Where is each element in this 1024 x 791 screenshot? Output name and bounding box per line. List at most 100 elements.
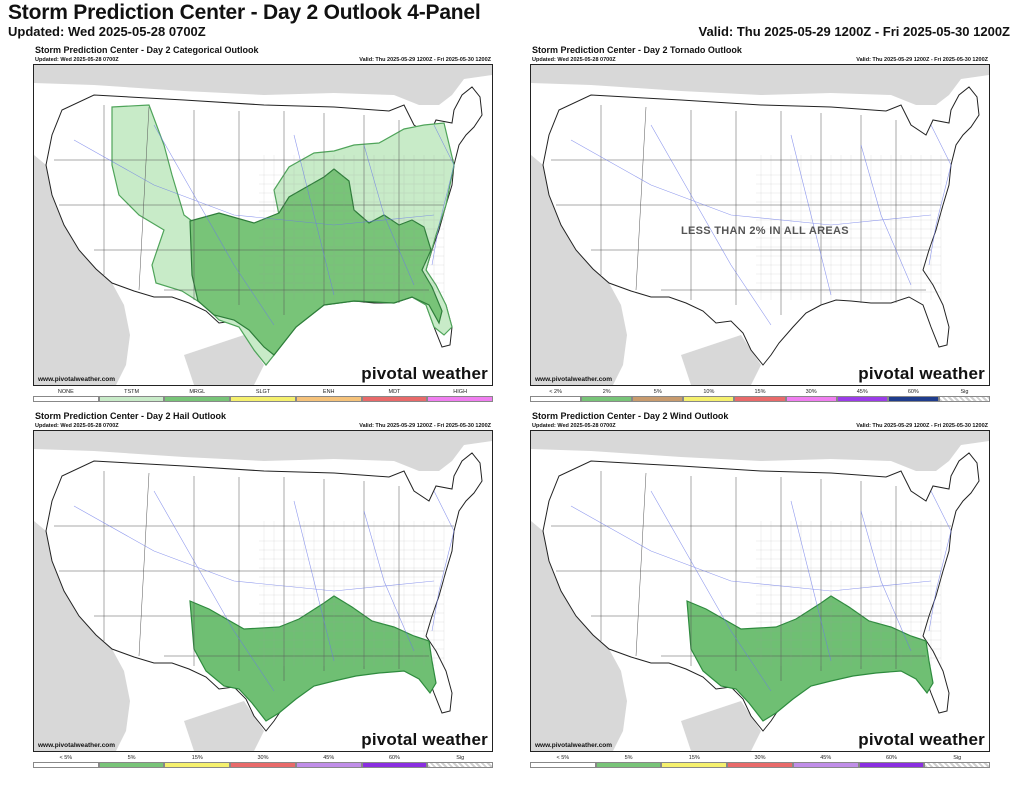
legend-label: 15%	[688, 755, 700, 761]
legend-item: Sig	[427, 755, 494, 771]
categorical-map[interactable]: www.pivotalweather.com pivotal weather	[33, 64, 493, 386]
legend-item: 10%	[683, 389, 735, 405]
highways	[570, 124, 952, 326]
panel-valid: Valid: Thu 2025-05-29 1200Z - Fri 2025-0…	[856, 423, 988, 429]
legend-item: 5%	[632, 389, 684, 405]
mexico-land	[531, 155, 627, 385]
legend-label: 45%	[856, 389, 868, 395]
hail-5pct-area	[189, 595, 437, 722]
highway	[431, 490, 455, 632]
legend-swatch	[632, 396, 684, 402]
highway	[650, 490, 772, 692]
legend-label: ENH	[322, 389, 335, 395]
highways	[73, 490, 455, 692]
legend-swatch	[938, 396, 990, 402]
legend: < 5% 5% 15% 30% 45% 60% Sig	[33, 755, 494, 771]
panel-valid: Valid: Thu 2025-05-29 1200Z - Fri 2025-0…	[359, 423, 491, 429]
legend-swatch	[33, 762, 99, 768]
legend: < 5% 5% 15% 30% 45% 60% Sig	[530, 755, 991, 771]
brand-logo: pivotal weather	[361, 730, 488, 750]
categorical-panel: Storm Prediction Center - Day 2 Categori…	[33, 45, 494, 409]
tornado-map[interactable]: LESS THAN 2% IN ALL AREAS www.pivotalwea…	[530, 64, 990, 386]
legend-label: MDT	[388, 389, 401, 395]
page-updated: Updated: Wed 2025-05-28 0700Z	[8, 24, 206, 39]
legend-item: SLGT	[230, 389, 296, 405]
mexico-land	[681, 335, 761, 385]
legend-item: HIGH	[427, 389, 494, 405]
legend-label: 5%	[127, 755, 136, 761]
legend: NONE TSTM MRGL SLGT ENH MDT HIGH	[33, 389, 494, 405]
state-border	[635, 472, 647, 657]
legend-item: 30%	[727, 755, 793, 771]
legend-swatch	[361, 762, 428, 768]
panel-title: Storm Prediction Center - Day 2 Hail Out…	[35, 411, 227, 421]
legend-item: 45%	[792, 755, 859, 771]
legend-swatch	[792, 762, 859, 768]
legend-swatch	[734, 396, 786, 402]
canada-land	[34, 431, 492, 471]
panel-title: Storm Prediction Center - Day 2 Tornado …	[532, 45, 742, 55]
mexico-land	[184, 335, 264, 385]
wind-map[interactable]: www.pivotalweather.com pivotal weather	[530, 430, 990, 752]
highway	[928, 124, 952, 266]
legend-item: MRGL	[164, 389, 231, 405]
highway	[73, 139, 435, 226]
legend-label: 10%	[703, 389, 715, 395]
highway	[153, 490, 275, 692]
highways	[570, 490, 952, 692]
legend-swatch	[427, 396, 494, 402]
legend-item: < 5%	[33, 755, 99, 771]
legend-swatch	[727, 762, 793, 768]
legend-label: 60%	[388, 755, 400, 761]
legend-label: Sig	[953, 755, 962, 761]
highway	[650, 124, 772, 326]
legend-label: MRGL	[189, 389, 206, 395]
legend-swatch	[858, 762, 925, 768]
legend-label: SLGT	[255, 389, 271, 395]
legend-swatch	[164, 396, 231, 402]
county-borders	[756, 521, 942, 666]
legend-swatch	[295, 762, 362, 768]
highway	[293, 500, 335, 662]
panel-updated: Updated: Wed 2025-05-28 0700Z	[532, 423, 616, 429]
highway	[363, 510, 415, 652]
legend: < 2% 2% 5% 10% 15% 30% 45% 60% Sig	[530, 389, 990, 405]
legend-label: 45%	[820, 755, 832, 761]
legend-item: < 5%	[530, 755, 596, 771]
highway	[570, 505, 932, 592]
legend-item: 45%	[295, 755, 362, 771]
brand-text: pivotal weather	[361, 730, 488, 749]
highway	[153, 124, 275, 326]
legend-swatch	[230, 396, 296, 402]
legend-item: 5%	[595, 755, 662, 771]
mexico-land	[184, 701, 264, 751]
legend-item: 60%	[858, 755, 925, 771]
highway	[293, 134, 335, 296]
hail-map[interactable]: www.pivotalweather.com pivotal weather	[33, 430, 493, 752]
highway	[790, 500, 832, 662]
legend-swatch	[33, 396, 99, 402]
panel-title: Storm Prediction Center - Day 2 Wind Out…	[532, 411, 729, 421]
legend-swatch	[836, 396, 888, 402]
county-borders	[756, 155, 942, 300]
legend-label: 30%	[805, 389, 817, 395]
legend-swatch	[785, 396, 837, 402]
map-credit: www.pivotalweather.com	[38, 376, 116, 383]
brand-logo: pivotal weather	[858, 364, 985, 384]
highway	[860, 510, 912, 652]
legend-item: 45%	[836, 389, 888, 405]
legend-swatch	[427, 762, 494, 768]
legend-label: TSTM	[124, 389, 140, 395]
legend-swatch	[164, 762, 231, 768]
state-borders	[54, 105, 454, 315]
map-credit: www.pivotalweather.com	[38, 742, 116, 749]
mexico-land	[34, 521, 130, 751]
legend-swatch	[98, 396, 165, 402]
legend-item: NONE	[33, 389, 99, 405]
legend-item: 5%	[98, 755, 165, 771]
legend-label: 2%	[602, 389, 611, 395]
highway	[570, 139, 932, 226]
legend-label: 45%	[323, 755, 335, 761]
legend-swatch	[581, 396, 633, 402]
wind-panel: Storm Prediction Center - Day 2 Wind Out…	[530, 411, 991, 775]
